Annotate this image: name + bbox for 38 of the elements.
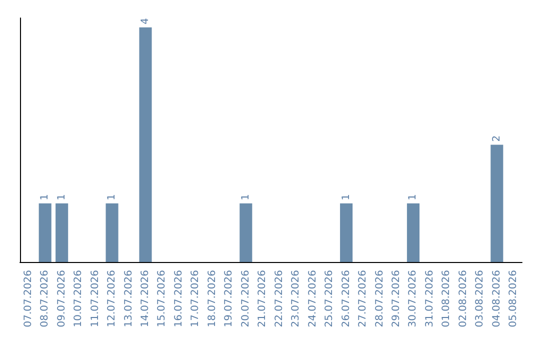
x-tick-label: 03.08.2026 — [474, 270, 486, 328]
data-label: 4 — [140, 18, 151, 24]
x-tick-label: 25.07.2026 — [324, 270, 336, 328]
x-tick-label: 29.07.2026 — [391, 270, 402, 328]
x-tick-label: 08.07.2026 — [40, 270, 51, 328]
data-label: 1 — [56, 194, 68, 200]
x-tick-label: 19.07.2026 — [224, 270, 235, 328]
x-tick-label: 09.07.2026 — [56, 270, 68, 328]
x-tick-label: 27.07.2026 — [358, 270, 369, 328]
x-tick-label: 15.07.2026 — [156, 270, 168, 328]
x-tick-label: 18.07.2026 — [206, 270, 218, 328]
x-tick-label: 04.08.2026 — [491, 270, 502, 328]
x-tick-label: 12.07.2026 — [106, 270, 118, 328]
data-label: 1 — [40, 194, 51, 200]
x-tick-label: 05.08.2026 — [508, 270, 520, 328]
x-tick-label: 28.07.2026 — [374, 270, 386, 328]
x-tick-label: 16.07.2026 — [173, 270, 184, 328]
data-label: 1 — [340, 194, 352, 200]
x-tick-label: 21.07.2026 — [257, 270, 268, 328]
x-tick-label: 23.07.2026 — [290, 270, 302, 328]
x-tick-label: 30.07.2026 — [408, 270, 419, 328]
x-tick-label: 02.08.2026 — [458, 270, 469, 328]
x-tick-label: 10.07.2026 — [73, 270, 84, 328]
data-label: 1 — [106, 194, 118, 200]
data-label: 1 — [240, 194, 252, 200]
data-label: 1 — [408, 194, 419, 200]
data-label: 2 — [491, 135, 502, 142]
x-tick-label: 01.08.2026 — [441, 270, 452, 328]
x-tick-label: 13.07.2026 — [123, 270, 134, 328]
x-tick-label: 26.07.2026 — [340, 270, 352, 328]
x-tick-label: 31.07.2026 — [424, 270, 436, 328]
x-tick-label: 20.07.2026 — [240, 270, 252, 328]
x-tick-label: 14.07.2026 — [140, 270, 151, 328]
x-tick-label: 24.07.2026 — [307, 270, 318, 328]
x-tick-label: 07.07.2026 — [22, 270, 34, 328]
x-tick-label: 22.07.2026 — [274, 270, 285, 328]
x-tick-label: 11.07.2026 — [90, 270, 101, 328]
x-tick-label: 17.07.2026 — [190, 270, 202, 328]
